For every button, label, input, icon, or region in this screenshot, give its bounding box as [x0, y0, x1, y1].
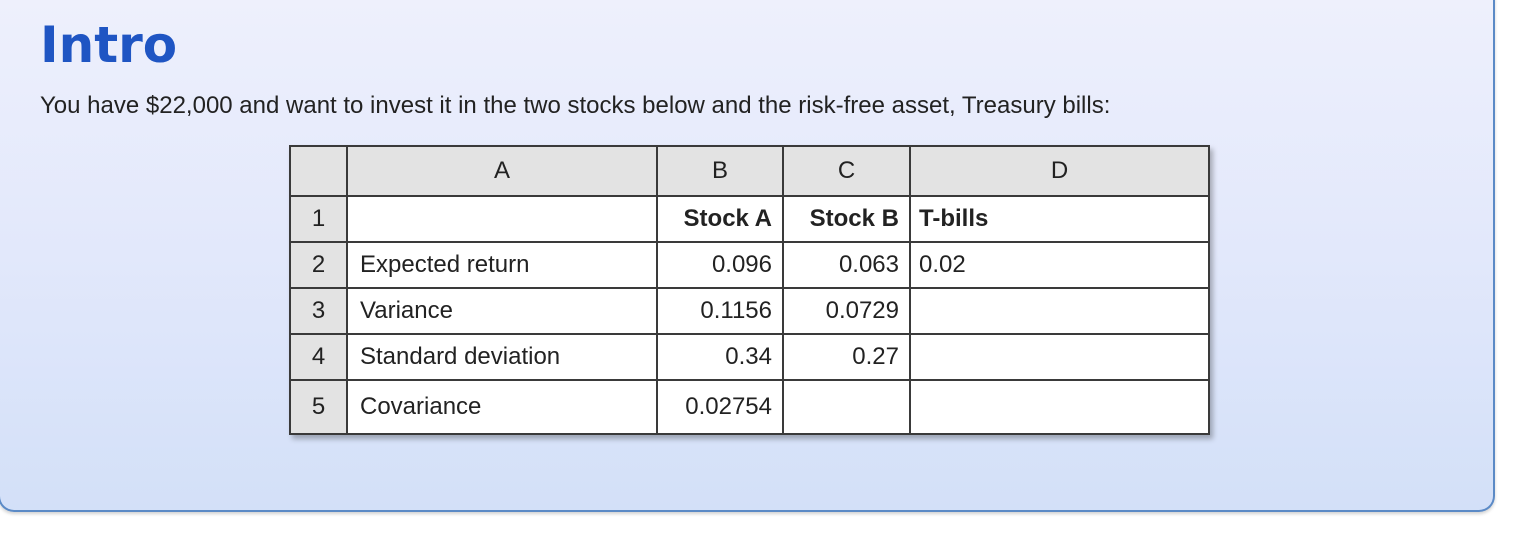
cell-b2: 0.096 — [656, 241, 784, 289]
page-title: Intro — [40, 16, 178, 74]
column-header-b: B — [656, 145, 784, 197]
row-number: 1 — [289, 195, 348, 243]
cell-b5: 0.02754 — [656, 379, 784, 435]
cell-a5: Covariance — [346, 379, 658, 435]
cell-c2: 0.063 — [782, 241, 911, 289]
column-header-d: D — [909, 145, 1210, 197]
cell-d5 — [909, 379, 1210, 435]
row-number: 2 — [289, 241, 348, 289]
row-number: 3 — [289, 287, 348, 335]
cell-d1: T-bills — [909, 195, 1210, 243]
table-row: 3 Variance 0.1156 0.0729 — [289, 287, 1210, 335]
intro-text: You have $22,000 and want to invest it i… — [40, 92, 1111, 119]
cell-a1 — [346, 195, 658, 243]
column-header-row: A B C D — [289, 145, 1210, 197]
cell-c3: 0.0729 — [782, 287, 911, 335]
cell-d3 — [909, 287, 1210, 335]
spreadsheet-table: A B C D 1 Stock A Stock B T-bills 2 Expe… — [289, 145, 1210, 435]
cell-d4 — [909, 333, 1210, 381]
cell-c5 — [782, 379, 911, 435]
cell-b3: 0.1156 — [656, 287, 784, 335]
table-row: 4 Standard deviation 0.34 0.27 — [289, 333, 1210, 381]
table-row: 5 Covariance 0.02754 — [289, 379, 1210, 435]
cell-a2: Expected return — [346, 241, 658, 289]
cell-a3: Variance — [346, 287, 658, 335]
row-number: 5 — [289, 379, 348, 435]
cell-d2: 0.02 — [909, 241, 1210, 289]
row-number: 4 — [289, 333, 348, 381]
cell-c4: 0.27 — [782, 333, 911, 381]
column-header-a: A — [346, 145, 658, 197]
cell-c1: Stock B — [782, 195, 911, 243]
cell-a4: Standard deviation — [346, 333, 658, 381]
cell-b4: 0.34 — [656, 333, 784, 381]
cell-b1: Stock A — [656, 195, 784, 243]
table-row: 2 Expected return 0.096 0.063 0.02 — [289, 241, 1210, 289]
column-header-c: C — [782, 145, 911, 197]
table-row: 1 Stock A Stock B T-bills — [289, 195, 1210, 243]
corner-cell — [289, 145, 348, 197]
